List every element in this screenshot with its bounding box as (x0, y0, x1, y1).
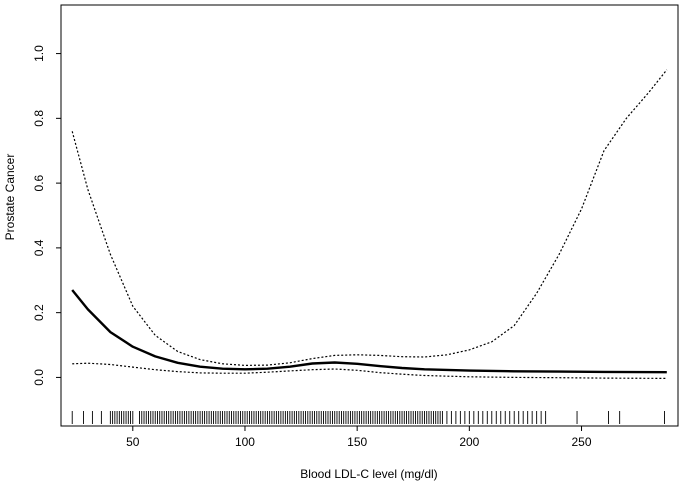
y-tick-label: 0.8 (32, 110, 46, 127)
y-axis-title: Prostate Cancer (3, 154, 17, 241)
y-tick-label: 0.2 (32, 304, 46, 321)
x-tick-label: 50 (126, 435, 140, 449)
y-tick-label: 1.0 (32, 45, 46, 62)
x-tick-label: 150 (347, 435, 367, 449)
x-tick-label: 250 (572, 435, 592, 449)
x-axis: 50 100 150 200 250 (126, 426, 592, 449)
plot-frame (60, 4, 679, 427)
y-tick-label: 0.0 (32, 369, 46, 386)
estimate-line (71, 289, 667, 374)
lower-ci-line (72, 362, 667, 379)
x-axis-title: Blood LDL-C level (mg/dl) (300, 467, 437, 481)
y-axis: 0.0 0.2 0.4 0.6 0.8 1.0 (32, 45, 61, 386)
confidence-bands (71, 69, 668, 379)
rug-marks (71, 411, 665, 424)
y-tick-label: 0.6 (32, 174, 46, 191)
estimate-line-group (71, 289, 667, 374)
y-tick-label: 0.4 (32, 239, 46, 256)
x-tick-label: 200 (459, 435, 479, 449)
x-tick-label: 100 (235, 435, 255, 449)
upper-ci-line (71, 69, 668, 366)
